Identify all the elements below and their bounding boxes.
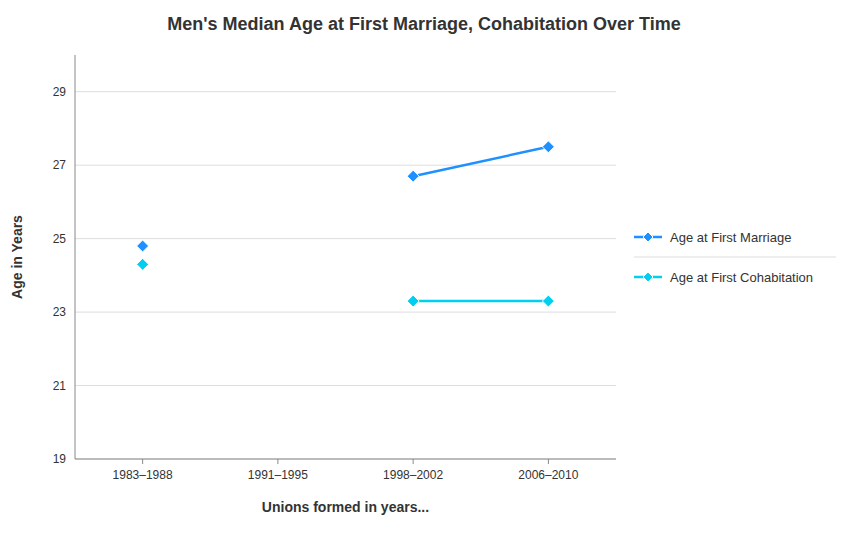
marker xyxy=(137,240,149,252)
legend-label: Age at First Cohabitation xyxy=(670,270,813,285)
series-line xyxy=(413,300,548,303)
marker xyxy=(542,295,554,307)
y-tick-label: 25 xyxy=(53,232,67,246)
y-axis-line xyxy=(75,55,76,459)
axes: 19 21 23 25 27 29 1983–1988 1991–1995 1998–2002 2… xyxy=(53,55,616,482)
x-tick-label: 1991–1995 xyxy=(248,468,308,482)
chart-svg: Men's Median Age at First Marriage, Coha… xyxy=(0,0,848,534)
legend: Age at First Marriage Age at First Cohabi… xyxy=(634,230,836,285)
tick-mark xyxy=(277,459,278,464)
grid-line xyxy=(75,165,616,166)
grid-line xyxy=(75,459,616,460)
y-tick-label: 29 xyxy=(53,85,67,99)
tick-mark xyxy=(548,459,549,464)
x-tick-label: 1983–1988 xyxy=(113,468,173,482)
x-tick-label: 2006–2010 xyxy=(518,468,578,482)
marker xyxy=(643,232,653,242)
plot-area xyxy=(137,141,555,307)
chart-title: Men's Median Age at First Marriage, Coha… xyxy=(167,14,680,34)
y-tick-label: 19 xyxy=(53,452,67,466)
grid-line xyxy=(75,238,616,239)
grid-line xyxy=(75,312,616,313)
legend-separator xyxy=(634,257,836,258)
x-axis-line xyxy=(75,459,616,460)
series-line xyxy=(413,147,548,176)
tick-mark xyxy=(142,459,143,464)
x-tick-label: 1998–2002 xyxy=(383,468,443,482)
marker xyxy=(643,272,653,282)
grid-line xyxy=(75,91,616,92)
marker xyxy=(407,170,419,182)
x-axis-label: Unions formed in years... xyxy=(262,499,429,515)
marker xyxy=(542,141,554,153)
marker xyxy=(137,258,149,270)
y-tick-label: 21 xyxy=(53,379,67,393)
chart-container: Men's Median Age at First Marriage, Coha… xyxy=(0,0,848,534)
marker xyxy=(407,295,419,307)
tick-mark xyxy=(413,459,414,464)
legend-label: Age at First Marriage xyxy=(670,230,791,245)
y-tick-label: 23 xyxy=(53,305,67,319)
grid-line xyxy=(75,385,616,386)
y-tick-label: 27 xyxy=(53,158,67,172)
y-axis-label: Age in Years xyxy=(9,215,25,299)
